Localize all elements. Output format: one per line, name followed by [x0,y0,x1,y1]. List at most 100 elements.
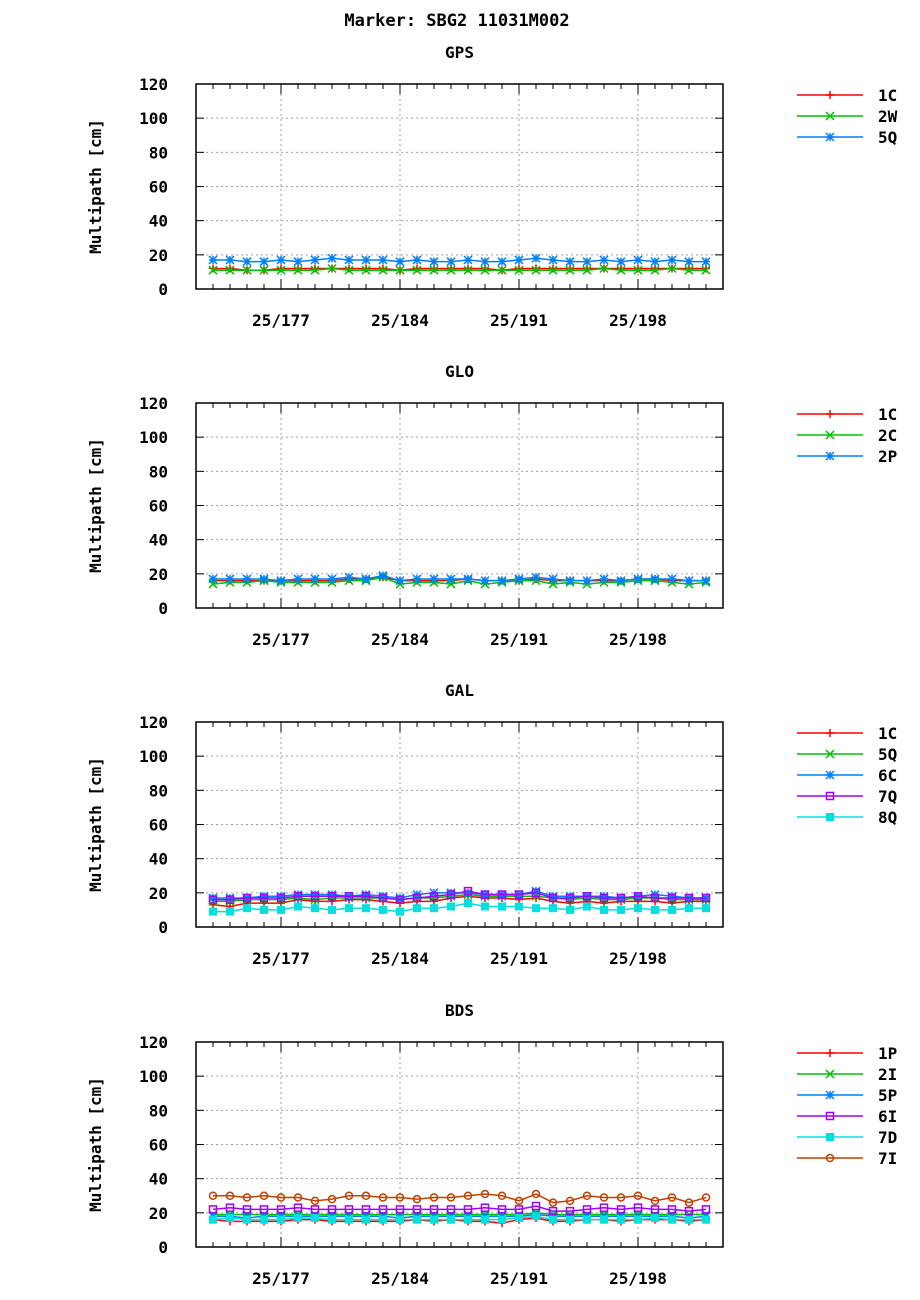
data-point [667,574,677,584]
data-point [226,1213,234,1222]
data-point [379,905,387,914]
x-tick-label: 25/191 [490,630,548,649]
x-tick-label: 25/184 [371,949,429,968]
data-point [651,1213,659,1222]
data-point [277,1215,285,1224]
data-point [617,264,625,273]
data-point [565,576,575,586]
data-point [583,902,591,911]
data-point [599,1193,609,1202]
legend-label: 2W [878,107,898,126]
data-point [701,576,711,586]
data-point [651,905,659,914]
data-point [617,905,625,914]
data-point [225,255,235,265]
data-point [379,1215,387,1224]
data-point [548,574,558,584]
data-point [430,264,438,273]
data-point [549,1215,557,1224]
y-tick-label: 100 [139,1067,168,1086]
y-axis-label: Multipath [cm] [86,1077,105,1212]
y-tick-label: 80 [149,781,168,800]
data-point [447,902,455,911]
data-point [327,263,337,274]
data-point [498,902,506,911]
data-point [277,264,285,273]
data-point [701,265,711,275]
x-tick-label: 25/191 [490,949,548,968]
data-point [582,576,592,586]
data-point [293,1203,303,1212]
data-point [616,257,626,267]
data-point [413,904,421,913]
data-point [480,576,490,586]
data-point [225,893,235,903]
data-point [497,265,507,275]
data-point [685,1215,693,1224]
plot-frame [195,83,724,290]
data-point [633,255,643,265]
data-point [378,891,388,901]
y-tick-label: 80 [149,462,168,481]
data-point [361,892,371,901]
data-point [549,264,557,273]
data-point [616,1193,626,1202]
data-point [209,1215,217,1224]
data-point [311,264,319,273]
data-point [276,891,286,901]
data-point [310,892,320,901]
data-point [225,1191,235,1200]
data-point [548,1198,558,1207]
data-point [208,1191,218,1200]
y-axis-label: Multipath [cm] [86,757,105,892]
data-point [565,891,575,901]
y-tick-label: 120 [139,1033,168,1052]
legend-marker [825,749,835,759]
x-tick-label: 25/177 [252,949,310,968]
data-point [209,264,217,273]
data-point [294,264,302,273]
data-point [480,265,490,275]
data-point [684,576,694,586]
legend-label: 1C [878,405,897,424]
data-point [667,893,677,903]
data-point [361,1191,371,1200]
data-point [617,1215,625,1224]
data-point [667,263,677,274]
y-axis-label: Multipath [cm] [86,119,105,254]
y-tick-label: 40 [149,531,168,550]
data-point [633,1191,643,1200]
legend-marker [825,1069,835,1079]
legend-marker [825,1153,835,1163]
data-point [412,255,422,265]
data-point [378,571,388,581]
data-point [702,264,710,273]
legend-marker [825,132,835,142]
data-point [565,257,575,267]
data-point [378,265,388,275]
data-point [395,895,405,904]
data-point [208,574,218,584]
data-point [463,574,473,584]
data-point [208,1205,218,1214]
data-point [344,572,354,582]
legend-label: 8Q [878,808,897,827]
data-point [310,574,320,584]
data-point [310,1196,320,1206]
data-point [378,893,388,903]
data-point [684,1198,694,1207]
y-tick-label: 20 [149,565,168,584]
data-point [616,1205,626,1214]
plot-frame [195,721,724,928]
data-point [208,265,218,275]
legend-marker [825,1111,835,1121]
data-point [361,255,371,265]
data-point [225,895,235,904]
data-point [583,1215,591,1224]
series-line [213,267,706,271]
legend-label: 2P [878,447,897,466]
data-point [293,1193,303,1202]
y-tick-label: 100 [139,747,168,766]
data-point [345,904,353,913]
data-point [225,574,235,584]
